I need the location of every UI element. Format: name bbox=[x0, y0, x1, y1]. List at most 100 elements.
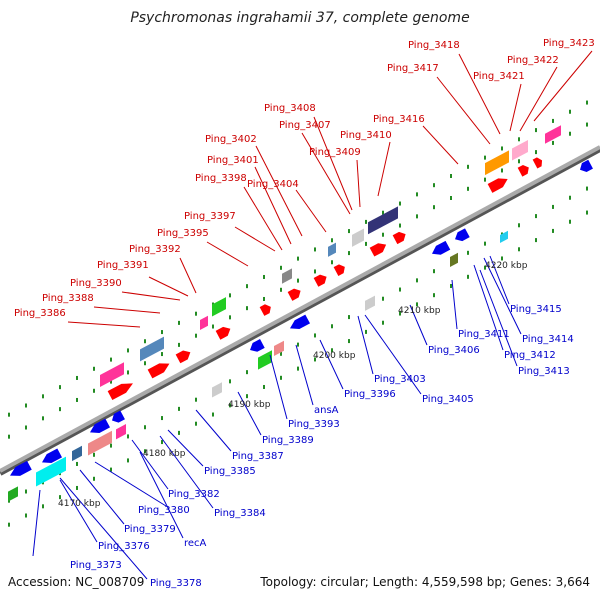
forward-gene-label: Ping_3408 bbox=[264, 103, 316, 114]
tick-dot bbox=[178, 320, 180, 325]
reverse-gene-label: Ping_3393 bbox=[288, 419, 340, 430]
tick-dot bbox=[450, 196, 452, 200]
tick-dot bbox=[229, 379, 231, 384]
accession-text: Accession: NC_008709 bbox=[8, 575, 144, 589]
tick-dot bbox=[467, 164, 469, 169]
tick-dot bbox=[484, 265, 486, 270]
forward-gene-block bbox=[140, 336, 164, 362]
tick-dot bbox=[195, 311, 197, 316]
forward-leader-line bbox=[301, 132, 351, 215]
forward-leader-line bbox=[254, 166, 292, 245]
tick-dot bbox=[331, 348, 333, 353]
reverse-gene-block bbox=[36, 456, 66, 487]
forward-gene-block bbox=[352, 228, 364, 247]
tick-dot bbox=[246, 370, 248, 375]
reverse-gene-label: Ping_3403 bbox=[374, 374, 426, 385]
tick-dot bbox=[297, 278, 299, 283]
tick-dot bbox=[331, 324, 333, 329]
tick-dot bbox=[25, 403, 27, 408]
tick-dot bbox=[348, 251, 350, 256]
tick-dot bbox=[518, 159, 520, 164]
reverse-gene-label: Ping_3380 bbox=[138, 505, 190, 516]
reverse-gene-block bbox=[450, 252, 458, 267]
tick-dot bbox=[25, 425, 27, 430]
tick-dot bbox=[178, 430, 180, 435]
forward-gene-label: Ping_3390 bbox=[70, 278, 122, 289]
tick-dot bbox=[76, 461, 78, 466]
tick-dot bbox=[59, 495, 61, 500]
tick-dot bbox=[195, 421, 197, 426]
forward-gene-label: Ping_3386 bbox=[14, 308, 66, 319]
forward-gene-label: Ping_3418 bbox=[408, 40, 460, 51]
tick-dot bbox=[484, 177, 486, 182]
forward-gene-block bbox=[200, 315, 208, 330]
reverse-gene-label: Ping_3373 bbox=[70, 560, 122, 571]
tick-dot bbox=[76, 485, 78, 490]
tick-dot bbox=[280, 265, 282, 270]
tick-dot bbox=[93, 366, 95, 371]
tick-dot bbox=[569, 219, 571, 224]
tick-dot bbox=[535, 214, 537, 219]
forward-gene-label: Ping_3402 bbox=[205, 134, 257, 145]
forward-leader-line bbox=[519, 66, 558, 132]
tick-dot bbox=[348, 339, 350, 344]
tick-dot bbox=[263, 384, 265, 389]
tick-dot bbox=[501, 168, 503, 173]
tick-dot bbox=[569, 109, 571, 114]
reverse-leader-line bbox=[364, 314, 422, 395]
forward-leader-line bbox=[313, 116, 353, 211]
tick-dot bbox=[552, 204, 554, 209]
forward-gene-label: Ping_3404 bbox=[247, 179, 299, 190]
tick-dot bbox=[552, 118, 554, 123]
tick-dot bbox=[297, 366, 299, 371]
forward-leader-line bbox=[377, 141, 391, 197]
tick-dot bbox=[212, 324, 214, 329]
forward-gene-label: Ping_3409 bbox=[309, 147, 361, 158]
tick-dot bbox=[399, 223, 401, 228]
forward-gene-block bbox=[282, 268, 292, 284]
kbp-tick-4200: 4200 kbp bbox=[313, 351, 356, 361]
tick-dot bbox=[382, 210, 384, 215]
kbp-tick-4180: 4180 kbp bbox=[143, 449, 186, 459]
forward-gene-block bbox=[512, 140, 528, 161]
tick-dot bbox=[59, 385, 61, 390]
tick-dot bbox=[552, 228, 554, 233]
tick-dot bbox=[93, 452, 95, 457]
forward-leader-line bbox=[93, 306, 161, 314]
tick-dot bbox=[518, 137, 520, 142]
forward-gene bbox=[333, 264, 345, 276]
reverse-leader-line bbox=[483, 257, 522, 335]
reverse-gene-label: Ping_3415 bbox=[510, 304, 562, 315]
tick-dot bbox=[433, 293, 435, 298]
tick-dot bbox=[416, 192, 418, 197]
kbp-tick-4220: 4220 kbp bbox=[485, 261, 528, 271]
tick-dot bbox=[229, 403, 231, 408]
tick-dot bbox=[331, 238, 333, 243]
reverse-leader-line bbox=[131, 439, 169, 490]
forward-leader-line bbox=[255, 145, 303, 237]
tick-dot bbox=[331, 260, 333, 265]
forward-gene-label: Ping_3416 bbox=[373, 114, 425, 125]
forward-leader-line bbox=[356, 159, 361, 208]
tick-dot bbox=[535, 238, 537, 243]
tick-dot bbox=[382, 320, 384, 325]
tick-dot bbox=[382, 232, 384, 237]
tick-dot bbox=[314, 357, 316, 362]
reverse-leader-line bbox=[32, 489, 41, 557]
reverse-gene-block bbox=[274, 340, 284, 357]
forward-gene-block bbox=[485, 150, 509, 176]
forward-leader-line bbox=[67, 321, 141, 328]
tick-dot bbox=[399, 287, 401, 292]
forward-gene bbox=[259, 304, 271, 316]
tick-dot bbox=[586, 100, 588, 105]
tick-dot bbox=[348, 315, 350, 320]
tick-dot bbox=[501, 146, 503, 151]
forward-gene-label: Ping_3401 bbox=[207, 155, 259, 166]
tick-dot bbox=[450, 284, 452, 288]
reverse-leader-line bbox=[159, 435, 214, 509]
forward-leader-line bbox=[436, 76, 491, 145]
tick-dot bbox=[535, 128, 537, 133]
forward-gene bbox=[369, 243, 387, 257]
tick-dot bbox=[297, 256, 299, 261]
reverse-gene-label: Ping_3384 bbox=[214, 508, 266, 519]
